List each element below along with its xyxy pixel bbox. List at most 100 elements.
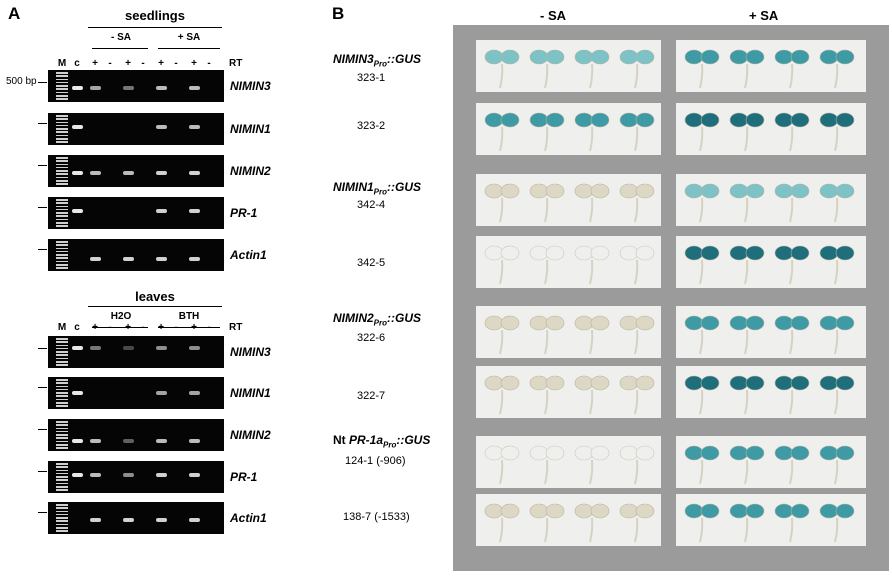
- gel-band: [189, 171, 200, 175]
- seedling-photo-row-4-minus-sa: [476, 306, 661, 358]
- leaves-gene-label: NIMIN3: [230, 345, 271, 359]
- seedlings-gel-nimin1: [48, 113, 224, 145]
- seedlings-lane-9: -: [207, 58, 211, 69]
- seedling: [617, 240, 657, 286]
- seedling-photo-row-3-minus-sa: [476, 236, 661, 288]
- seedling: [817, 440, 857, 486]
- leaves-gene-label: NIMIN1: [230, 386, 271, 400]
- leaves-gene-label: NIMIN2: [230, 428, 271, 442]
- gel-band: [156, 346, 167, 350]
- seedling-photo-row-6-minus-sa: [476, 436, 661, 488]
- leaves-gene-label: PR-1: [230, 470, 258, 484]
- size-marker-tick: [38, 123, 47, 124]
- dna-ladder: [56, 421, 68, 451]
- leaves-gel-pr-1: [48, 461, 224, 493]
- gel-band: [72, 125, 83, 129]
- dna-ladder: [56, 463, 68, 493]
- seedlings-lane-4: +: [125, 58, 131, 69]
- leaves-lane-5: -: [141, 322, 145, 333]
- seedling: [727, 498, 767, 544]
- gel-band: [90, 171, 101, 175]
- seedling: [727, 240, 767, 286]
- seedlings-rt-label: RT: [229, 58, 243, 69]
- gel-band: [90, 473, 101, 477]
- size-marker-tick: [38, 512, 47, 513]
- seedling: [527, 107, 567, 153]
- seedling: [482, 107, 522, 153]
- dna-ladder: [56, 241, 68, 271]
- panel-b-label: B: [332, 4, 345, 23]
- seedling: [772, 240, 812, 286]
- seedling-photo-row-5-plus-sa: [676, 366, 866, 418]
- seedling: [572, 44, 612, 90]
- gel-band: [90, 346, 101, 350]
- seedlings-lane-2: +: [92, 58, 98, 69]
- seedling: [482, 310, 522, 356]
- seedling: [482, 370, 522, 416]
- seedling: [817, 310, 857, 356]
- construct-label-nimin3: NIMIN3Pro::GUS: [333, 52, 422, 69]
- seedling: [772, 44, 812, 90]
- seedling: [527, 440, 567, 486]
- seedling: [817, 107, 857, 153]
- gel-band: [123, 518, 134, 522]
- seedlings-plus-bracket: [158, 48, 220, 49]
- line-label-124-1: 124-1 (-906): [345, 455, 406, 467]
- seedlings-lane-3: -: [108, 58, 112, 69]
- seedling-photo-row-7-minus-sa: [476, 494, 661, 546]
- gel-band: [189, 209, 200, 213]
- seedlings-lane-7: -: [174, 58, 178, 69]
- line-label-322-7: 322-7: [357, 390, 386, 402]
- gel-band: [189, 346, 200, 350]
- size-marker-tick: [38, 471, 47, 472]
- gel-band: [156, 171, 167, 175]
- seedling: [527, 240, 567, 286]
- seedling-photo-row-3-plus-sa: [676, 236, 866, 288]
- leaves-cond-bth: BTH: [178, 311, 200, 322]
- gel-band: [156, 391, 167, 395]
- seedling: [727, 310, 767, 356]
- gel-band: [90, 257, 101, 261]
- seedling: [527, 178, 567, 224]
- leaves-bth-bracket: [158, 327, 220, 328]
- seedling-photo-row-2-minus-sa: [476, 174, 661, 226]
- size-marker-tick: [38, 82, 47, 83]
- seedling: [527, 370, 567, 416]
- seedlings-gene-label: Actin1: [230, 248, 267, 262]
- leaves-bracket: [88, 306, 222, 307]
- size-marker-tick: [38, 348, 47, 349]
- seedling: [617, 107, 657, 153]
- minus-sa-header: - SA: [540, 8, 566, 23]
- dna-ladder: [56, 72, 68, 102]
- seedling: [727, 107, 767, 153]
- dna-ladder: [56, 379, 68, 409]
- leaves-h2o-bracket: [92, 327, 148, 328]
- seedlings-gel-pr-1: [48, 197, 224, 229]
- leaves-rt-label: RT: [229, 322, 243, 333]
- gel-band: [72, 86, 83, 90]
- seedling: [682, 44, 722, 90]
- seedlings-title: seedlings: [125, 8, 185, 23]
- seedling: [817, 240, 857, 286]
- seedlings-lane-0: M: [57, 58, 67, 69]
- seedling: [682, 178, 722, 224]
- seedlings-cond-plus-sa: + SA: [177, 32, 201, 43]
- size-marker-label: 500 bp: [6, 76, 37, 87]
- leaves-lane-3: -: [108, 322, 112, 333]
- seedling-photo-row-0-minus-sa: [476, 40, 661, 92]
- dna-ladder: [56, 504, 68, 534]
- seedling: [772, 178, 812, 224]
- seedling: [817, 370, 857, 416]
- gel-band: [123, 257, 134, 261]
- seedling: [572, 498, 612, 544]
- seedling-photo-row-1-minus-sa: [476, 103, 661, 155]
- size-marker-tick: [38, 429, 47, 430]
- seedling: [572, 107, 612, 153]
- line-label-342-4: 342-4: [357, 199, 386, 211]
- plus-sa-header: + SA: [749, 8, 779, 23]
- seedlings-gel-nimin3: [48, 70, 224, 102]
- seedlings-gene-label: NIMIN1: [230, 122, 271, 136]
- seedling-photo-row-1-plus-sa: [676, 103, 866, 155]
- gel-band: [72, 346, 83, 350]
- seedling: [682, 107, 722, 153]
